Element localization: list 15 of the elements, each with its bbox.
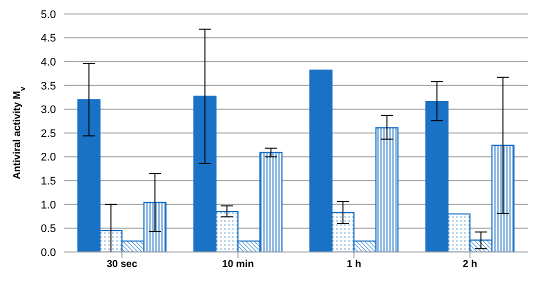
x-tick-label: 10 min bbox=[222, 259, 254, 270]
x-tick-label: 30 sec bbox=[106, 259, 138, 270]
y-tick-label: 5.0 bbox=[40, 8, 56, 21]
y-tick-label: 2.0 bbox=[40, 152, 56, 164]
y-tick-label: 1.0 bbox=[40, 199, 56, 212]
x-tick-label: 2 h bbox=[462, 259, 478, 270]
y-tick-label: 1.5 bbox=[40, 176, 56, 188]
y-tick-label: 4.0 bbox=[40, 56, 56, 69]
y-tick-label: 4.5 bbox=[40, 32, 56, 45]
y-tick-label: 0.0 bbox=[40, 246, 56, 259]
x-tick-label: 1 h bbox=[346, 259, 362, 270]
y-tick-label: 3.0 bbox=[40, 104, 56, 116]
y-tick-label: 3.5 bbox=[40, 80, 56, 92]
y-tick-label: 2.5 bbox=[40, 128, 56, 140]
y-tick-label: 0.5 bbox=[40, 223, 56, 236]
